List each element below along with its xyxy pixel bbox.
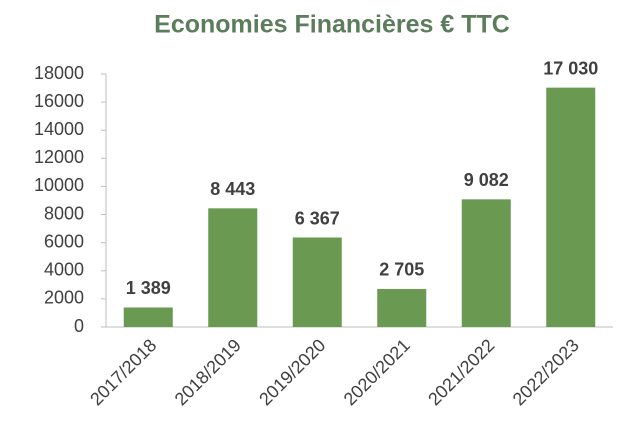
x-tick-label: 2020/2021 [340,335,414,409]
data-label: 8 443 [210,179,255,199]
data-label: 17 030 [543,58,598,78]
y-tick-label: 12000 [34,147,84,167]
x-tick-label: 2017/2018 [86,335,160,409]
y-tick-label: 2000 [44,288,84,308]
y-tick-label: 10000 [34,175,84,195]
data-label: 9 082 [464,170,509,190]
data-label: 1 389 [126,278,171,298]
x-tick-label: 2021/2022 [424,335,498,409]
bar [123,307,173,327]
y-tick-label: 4000 [44,260,84,280]
y-tick-label: 6000 [44,231,84,251]
bar [292,237,342,327]
x-tick-label: 2019/2020 [255,335,329,409]
x-tick-label: 2018/2019 [171,335,245,409]
y-tick-label: 16000 [34,91,84,111]
bar [461,199,511,327]
bar [546,87,596,328]
data-label: 2 705 [379,260,424,280]
bar [208,208,258,327]
y-tick-label: 18000 [34,63,84,83]
x-tick-label: 2022/2023 [509,335,583,409]
y-tick-label: 0 [74,316,84,336]
data-label: 6 367 [295,208,340,228]
y-tick-label: 14000 [34,119,84,139]
y-tick-label: 8000 [44,203,84,223]
bar [377,288,427,327]
chart-title: Economies Financières € TTC [154,11,510,39]
